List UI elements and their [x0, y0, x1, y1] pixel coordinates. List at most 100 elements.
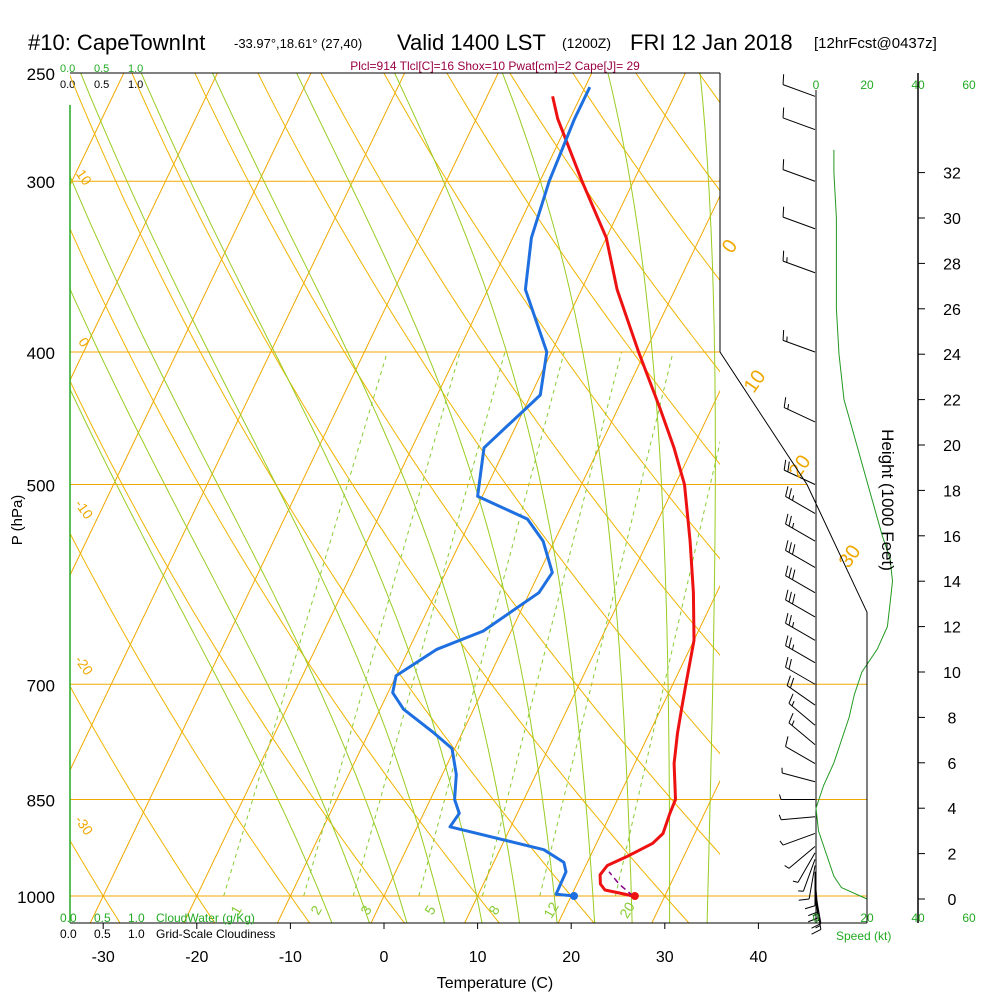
- isotherm-line: [89, 73, 499, 923]
- x-tick-label: -30: [92, 949, 115, 966]
- wind-barb-flag: [785, 736, 789, 747]
- wind-barb-flag: [785, 540, 789, 551]
- top-cw-tick-2: 1.0: [128, 63, 143, 75]
- height-tick-label: 32: [943, 166, 961, 183]
- height-tick-label: 18: [943, 483, 961, 500]
- height-tick-label: 16: [943, 529, 961, 546]
- top-cw-tick-1: 0.5: [94, 63, 109, 75]
- wind-barb-staff: [788, 722, 816, 746]
- wind-barb-flag: [788, 614, 792, 626]
- wind-barb: [785, 635, 816, 664]
- panel-boundary: [719, 351, 868, 923]
- mixing-ratio-label: 8: [485, 902, 503, 917]
- mixing-ratio-label: 2: [307, 902, 325, 917]
- wind-barb-half: [791, 522, 795, 529]
- height-tick-label: 2: [948, 847, 957, 864]
- wind-barb: [788, 693, 816, 726]
- dry-adiabat-line: [446, 73, 720, 466]
- wind-barb-half: [815, 925, 821, 929]
- dry-adiabat-line: [70, 685, 216, 923]
- isotherm-label: 30: [835, 541, 866, 572]
- surface-dewpoint-marker: [570, 892, 579, 900]
- mixing-ratio-line: [223, 351, 388, 897]
- wind-barb-half: [791, 700, 795, 707]
- mixing-ratio-label: 3: [357, 902, 375, 917]
- temperature-profile: [551, 95, 696, 898]
- speed-tick-label: 40: [911, 911, 925, 925]
- top-speed-tick-3: 60: [962, 78, 976, 92]
- bottom-cl-tick-2: 1.0: [128, 927, 145, 941]
- moist-adiabat-line: [70, 388, 333, 923]
- wind-barb-flag: [808, 911, 819, 917]
- height-tick-label: 6: [948, 756, 957, 773]
- wind-barb-flag: [785, 486, 789, 497]
- wind-barb: [782, 250, 816, 274]
- mixing-ratio-label: 20: [616, 899, 638, 921]
- wind-barb-staff: [782, 832, 816, 846]
- wind-barb: [804, 871, 816, 910]
- moist-adiabat-line: [140, 73, 483, 923]
- wind-barb-flag: [783, 397, 787, 408]
- top-cl-tick-0: 0.0: [60, 79, 75, 91]
- top-cloudwater-ticks: 0.0 0.5 1.0 0.0 0.5 1.0: [60, 63, 143, 91]
- wind-barb: [779, 794, 815, 801]
- wind-barb-staff: [782, 117, 816, 131]
- top-cl-tick-2: 1.0: [128, 79, 143, 91]
- wind-barb: [783, 459, 816, 485]
- bottom-cw-tick-0: 0.0: [60, 911, 77, 925]
- cloudwater-label: CloudWater (g/Kg): [156, 911, 255, 925]
- moist-adiabat-line: [501, 73, 633, 923]
- wind-barb-flag: [791, 544, 796, 555]
- params-line: Plcl=914 Tlcl[C]=16 Shox=10 Pwat[cm]=2 C…: [350, 59, 640, 73]
- wind-barb: [782, 159, 816, 182]
- wind-barb-flag: [788, 591, 792, 603]
- height-tick-label: 24: [943, 347, 961, 364]
- wind-barb-flag: [782, 206, 785, 218]
- wind-barb: [782, 329, 816, 353]
- top-cl-tick-1: 0.5: [94, 79, 109, 91]
- moist-adiabat-line: [699, 73, 716, 923]
- wind-barb-flag: [791, 593, 796, 605]
- x-axis-title: Temperature (C): [437, 975, 553, 992]
- isotherm-line: [370, 194, 720, 923]
- wind-barb-half: [792, 880, 799, 883]
- height-axis-title: Height (1000 Feet): [878, 429, 897, 571]
- height-tick-label: 14: [943, 574, 961, 591]
- wind-barb-flag: [788, 637, 792, 648]
- wind-barb-flag: [787, 461, 790, 472]
- moist-adiabat-line: [70, 174, 408, 923]
- wind-barb-flag: [785, 635, 789, 646]
- dry-adiabat-line: [70, 379, 406, 923]
- pressure-tick-label: 850: [27, 792, 55, 811]
- title-station: #10: CapeTownInt: [28, 30, 205, 55]
- wind-barb-staff: [785, 666, 816, 685]
- wind-barb: [785, 736, 816, 764]
- height-tick-label: 22: [943, 393, 961, 410]
- dry-adiabat-line: [910, 24, 1000, 926]
- wind-barb-flag: [811, 923, 822, 929]
- wind-barb: [785, 513, 816, 542]
- moist-adiabat-line: [70, 287, 370, 923]
- wind-barb: [786, 675, 816, 706]
- top-cw-tick-0: 0.0: [60, 63, 75, 75]
- x-tick-label: -20: [185, 949, 208, 966]
- left-isotherm-label: -10: [72, 496, 97, 522]
- wind-barb-staff: [802, 859, 816, 892]
- mixing-ratio-line: [303, 351, 461, 897]
- bottom-cl-tick-1: 0.5: [94, 927, 111, 941]
- wind-barb-staff: [785, 599, 816, 618]
- title-forecast: [12hrFcst@0437z]: [814, 35, 937, 52]
- wind-barb-flag: [788, 713, 794, 724]
- isotherm-line: [70, 73, 125, 187]
- wind-barb-staff: [788, 846, 816, 869]
- wind-barb: [785, 565, 816, 594]
- dry-adiabat-line: [320, 73, 720, 656]
- title-valid: Valid 1400 LST: [397, 30, 546, 55]
- wind-barb-half: [778, 814, 782, 820]
- wind-barb-flag: [782, 250, 785, 262]
- mixing-ratio-line: [481, 351, 622, 897]
- x-tick-label: 20: [562, 949, 580, 966]
- isotherm-label: 0: [718, 236, 742, 258]
- moist-adiabat-line: [211, 73, 521, 923]
